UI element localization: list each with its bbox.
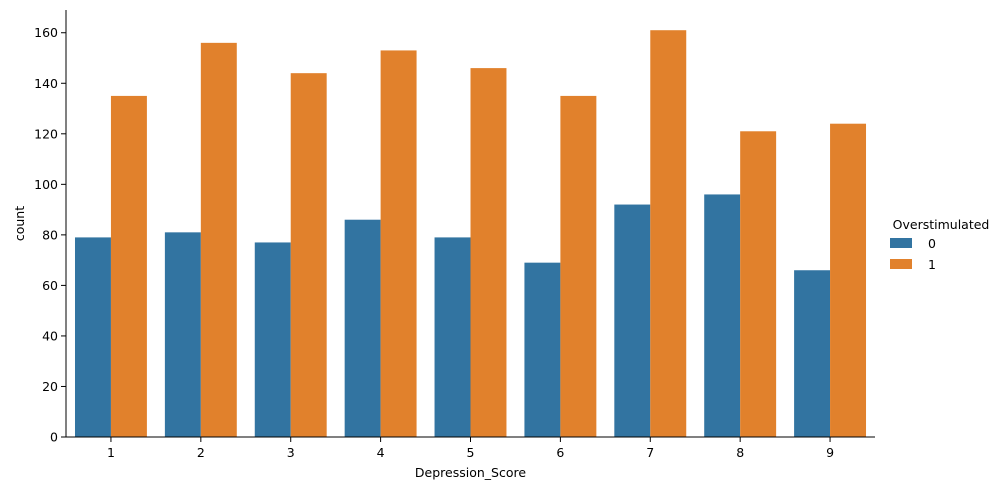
axes-group: 0 20 40 60 80 100 120 140 160 1 2 3 4 5 6 7 8 9 [34,10,875,460]
bar-6-series-1 [560,95,597,437]
x-tick-label: 9 [826,445,834,460]
legend-label-0: 0 [928,236,936,251]
bar-4-series-1 [380,50,417,438]
legend: Overstimulated 0 1 [890,217,989,272]
bar-1-series-0 [74,237,111,437]
y-tick-label: 100 [34,177,58,192]
bar-3-series-1 [290,73,327,438]
x-tick-label: 5 [467,445,475,460]
y-tick-label: 0 [50,430,58,445]
bar-9-series-0 [794,270,831,437]
bar-6-series-0 [524,262,561,437]
legend-title: Overstimulated [893,217,990,232]
bar-8-series-0 [704,194,741,437]
bar-9-series-1 [830,123,867,437]
x-tick-label: 4 [377,445,385,460]
bar-3-series-0 [254,242,291,437]
bar-2-series-1 [200,42,237,437]
x-tick-label: 7 [646,445,654,460]
legend-label-1: 1 [928,257,936,272]
legend-swatch-0 [890,238,912,248]
legend-swatch-1 [890,259,912,269]
y-tick-label: 80 [42,227,58,242]
y-axis-label: count [12,206,27,241]
y-tick-label: 20 [42,379,58,394]
bar-5-series-1 [470,68,507,438]
y-tick-label: 120 [34,126,58,141]
y-tick-label: 40 [42,328,58,343]
bars-group [74,30,867,438]
bar-2-series-0 [164,232,201,437]
bar-8-series-1 [740,131,777,437]
x-tick-label: 3 [287,445,295,460]
bar-7-series-0 [614,204,651,437]
x-tick-label: 6 [556,445,564,460]
bar-7-series-1 [650,30,687,438]
x-tick-label: 8 [736,445,744,460]
y-tick-label: 60 [42,278,58,293]
x-tick-label: 1 [107,445,115,460]
x-tick-label: 2 [197,445,205,460]
bar-4-series-0 [344,219,381,437]
y-tick-label: 140 [34,76,58,91]
x-axis-label: Depression_Score [415,465,526,480]
y-tick-label: 160 [34,25,58,40]
bar-5-series-0 [434,237,471,437]
bar-1-series-1 [110,95,147,437]
